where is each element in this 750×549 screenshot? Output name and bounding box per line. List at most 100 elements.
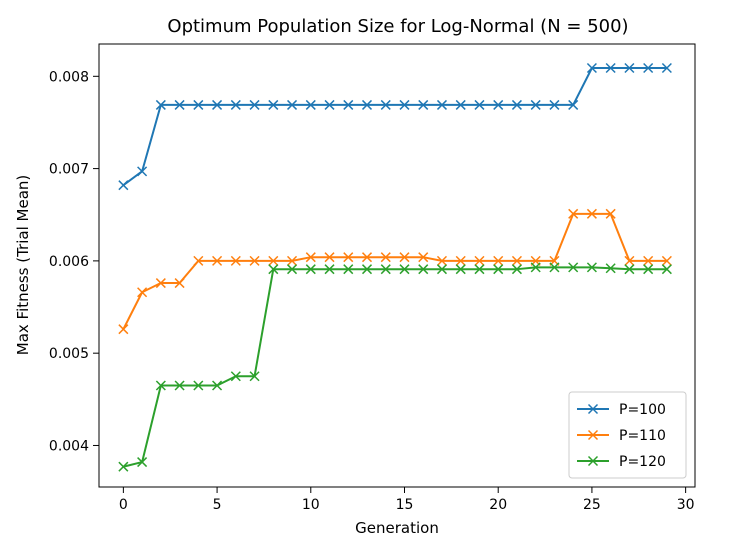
y-axis-label: Max Fitness (Trial Mean) (14, 175, 32, 356)
data-point (605, 208, 616, 219)
data-point (137, 287, 148, 298)
data-point (624, 62, 635, 74)
data-point (193, 255, 204, 266)
x-tick-label: 20 (489, 497, 507, 513)
data-point (474, 99, 485, 110)
data-point (455, 99, 466, 110)
y-tick-label: 0.004 (49, 438, 89, 454)
data-point (380, 252, 391, 263)
data-point (549, 99, 560, 110)
data-point (643, 264, 654, 275)
data-point (530, 262, 541, 273)
data-point (212, 380, 223, 391)
data-point (324, 99, 335, 110)
legend: P=100 P=110 P=120 (568, 391, 687, 479)
series-line (122, 212, 667, 330)
plot-area (98, 43, 696, 488)
data-point (174, 99, 185, 110)
series-line (122, 67, 667, 187)
y-tick-label: 0.005 (49, 346, 89, 362)
series-p-120 (118, 262, 672, 472)
legend-item: P=100 (577, 402, 666, 418)
data-point (436, 255, 448, 266)
x-tick-label: 30 (677, 497, 695, 513)
data-point (493, 255, 504, 266)
data-point (118, 461, 129, 472)
data-point (268, 264, 279, 275)
legend-box (568, 391, 687, 479)
data-point (380, 99, 391, 110)
x-tick-label: 25 (583, 497, 601, 513)
data-point (511, 99, 522, 110)
data-point (605, 263, 616, 274)
data-point (587, 403, 599, 415)
data-point (361, 252, 373, 263)
data-point (380, 264, 391, 275)
data-point (268, 99, 279, 110)
data-point (474, 264, 485, 275)
data-point (305, 264, 316, 275)
data-point (249, 371, 260, 382)
data-point (455, 264, 466, 275)
data-point (643, 255, 654, 266)
data-point (361, 264, 373, 275)
data-point (268, 255, 279, 266)
data-point (418, 264, 429, 275)
x-tick-label: 15 (396, 497, 414, 513)
legend-label: P=120 (619, 454, 666, 470)
data-point (587, 429, 599, 441)
data-point (174, 380, 185, 391)
data-point (586, 208, 597, 219)
y-tick-label: 0.007 (49, 162, 89, 178)
data-point (661, 264, 672, 275)
data-point (474, 255, 485, 266)
data-point (418, 99, 429, 110)
data-point (661, 255, 672, 266)
data-point (343, 264, 354, 275)
data-point (287, 255, 298, 266)
data-point (643, 62, 654, 74)
x-tick-label: 5 (213, 497, 222, 513)
data-point (212, 99, 223, 110)
data-point (399, 264, 410, 275)
data-point (230, 371, 241, 382)
data-point (511, 255, 522, 266)
axis-ticks: 0 5 10 15 20 25 30 0.004 0.005 0.006 0.007 0.008 (49, 69, 695, 513)
data-point (418, 252, 429, 263)
data-point (624, 264, 635, 275)
legend-label: P=100 (619, 402, 666, 418)
data-point (661, 62, 672, 74)
data-point (118, 324, 129, 335)
legend-item: P=110 (577, 428, 666, 444)
data-point (436, 99, 448, 110)
y-tick-label: 0.008 (49, 69, 89, 85)
data-point (361, 99, 373, 110)
legend-item: P=120 (577, 454, 666, 470)
data-point (568, 208, 579, 219)
data-point (493, 99, 504, 110)
x-tick-label: 10 (302, 497, 320, 513)
series-line (123, 266, 667, 468)
data-point (493, 264, 504, 275)
data-point (587, 455, 599, 467)
data-point (249, 99, 260, 110)
data-point (511, 264, 522, 275)
data-point (324, 264, 335, 275)
data-point (193, 380, 204, 391)
data-point (155, 278, 166, 289)
data-point (230, 99, 241, 110)
data-point (436, 264, 448, 275)
data-point (137, 166, 148, 177)
data-point (343, 99, 354, 110)
legend-label: P=110 (619, 428, 666, 444)
chart-title: Optimum Population Size for Log-Normal (… (167, 16, 628, 37)
data-point (399, 252, 410, 263)
series-group (118, 62, 672, 472)
data-point (605, 62, 616, 74)
data-point (155, 380, 166, 391)
data-point (530, 99, 541, 110)
data-point (287, 264, 298, 275)
data-point (399, 99, 410, 110)
data-point (568, 262, 579, 273)
